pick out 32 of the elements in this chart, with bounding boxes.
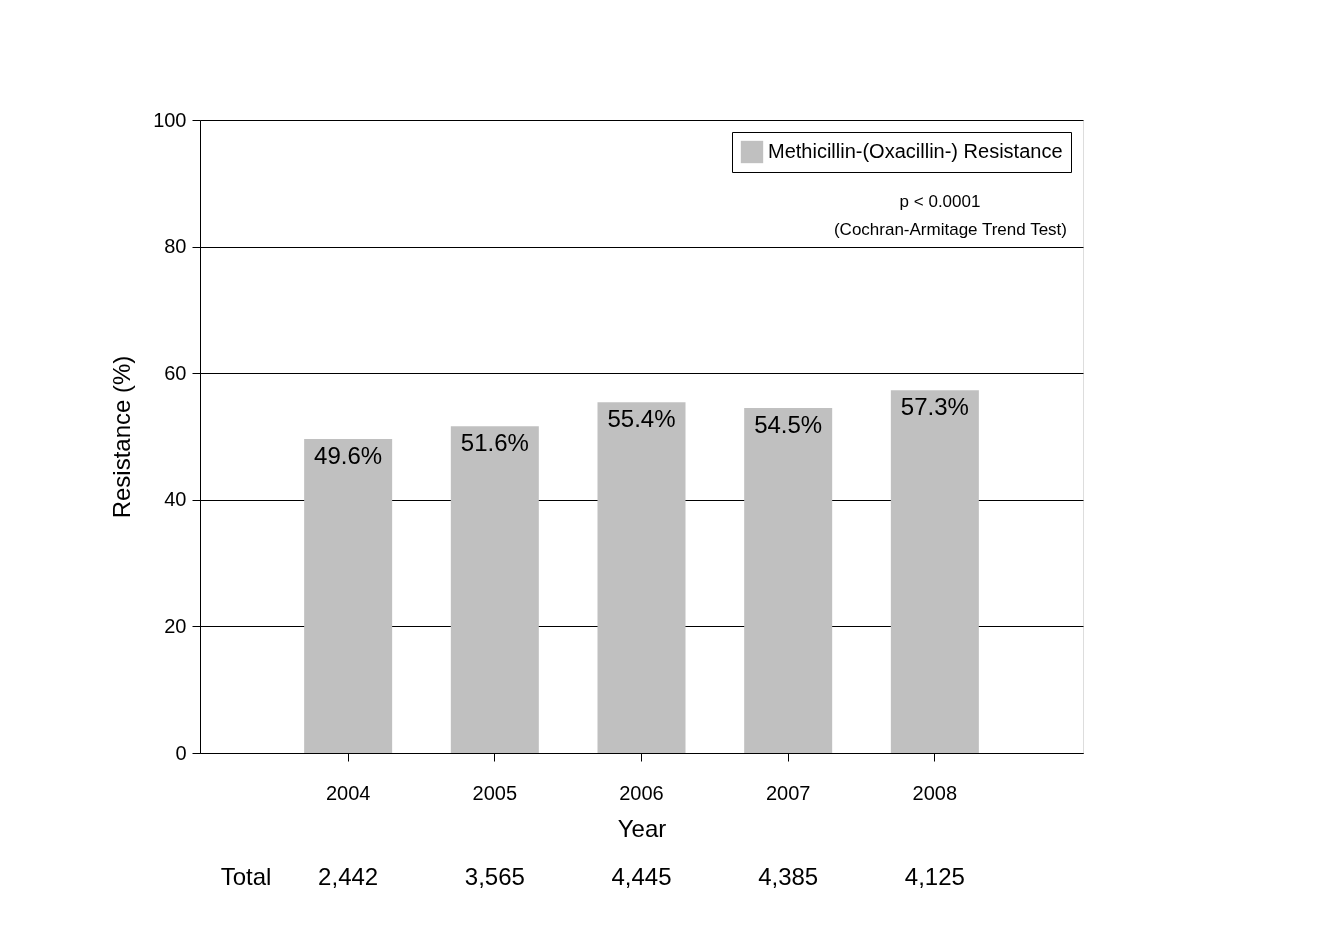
- x-axis-title: Year: [617, 814, 667, 842]
- bar: [304, 439, 393, 753]
- y-tick-label: 0: [175, 741, 187, 764]
- text: 3,565: [464, 863, 525, 890]
- legend-label: Methicillin-(Oxacillin-) Resistance: [768, 140, 1063, 162]
- data-label: 57.3%: [900, 393, 969, 421]
- x-tick-label: 2008: [912, 781, 958, 804]
- text: Total: [220, 863, 272, 890]
- y-tick-label: 20: [164, 614, 187, 637]
- y-tick-label: 80: [164, 235, 187, 258]
- bar: [597, 402, 686, 753]
- annotation: (Cochran-Armitage Trend Test): [833, 220, 1067, 239]
- bar: [744, 408, 833, 753]
- bar: [450, 426, 539, 753]
- data-label: 49.6%: [314, 442, 383, 470]
- text: 4,445: [611, 863, 672, 890]
- bar: [890, 390, 979, 753]
- x-tick-label: 2005: [472, 781, 518, 804]
- annotation: p < 0.0001: [899, 192, 981, 211]
- data-label: 51.6%: [460, 429, 529, 457]
- x-tick-label: 2006: [619, 781, 664, 804]
- y-tick-label: 60: [164, 361, 187, 384]
- x-tick-label: 2007: [765, 781, 811, 804]
- x-tick-label: 2004: [325, 781, 371, 804]
- y-tick-label: 100: [153, 108, 187, 131]
- text: 4,125: [904, 863, 965, 890]
- data-label: 54.5%: [754, 411, 823, 439]
- y-tick-label: 40: [164, 488, 187, 511]
- data-label: 55.4%: [607, 405, 676, 433]
- text: 2,442: [318, 863, 379, 890]
- text: 4,385: [758, 863, 819, 890]
- y-axis-title: Resistance (%): [108, 355, 136, 519]
